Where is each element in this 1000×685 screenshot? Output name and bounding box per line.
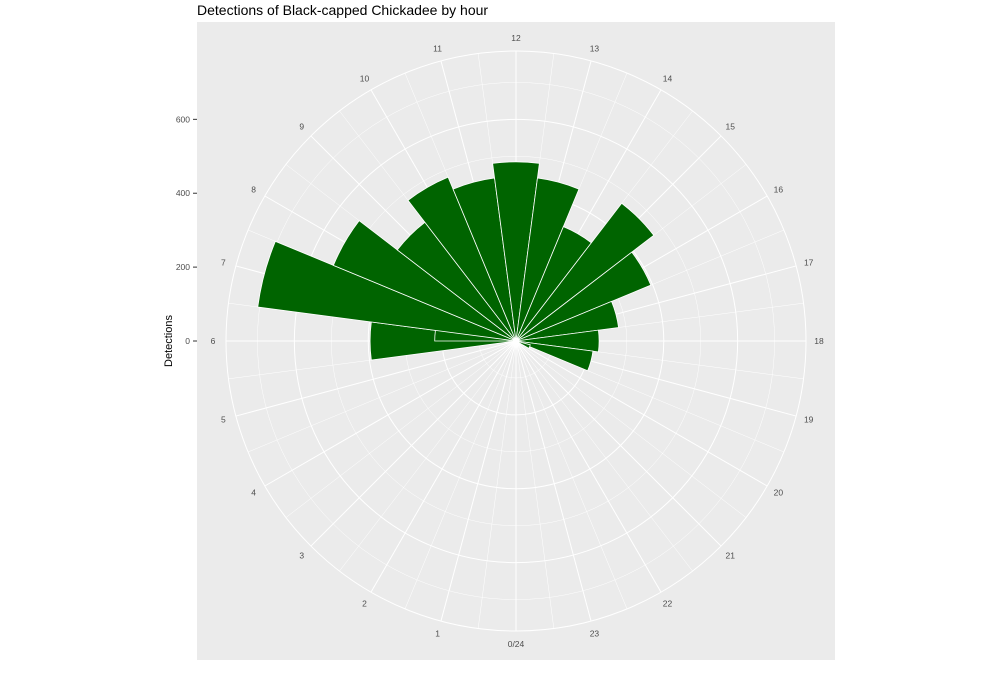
major-radial-gridline — [310, 340, 517, 547]
hour-label: 2 — [362, 598, 367, 608]
major-radial-gridline — [515, 340, 722, 547]
hour-label: 4 — [251, 488, 256, 498]
hour-label: 14 — [663, 74, 673, 84]
hour-label: 3 — [299, 550, 304, 560]
hour-label: 9 — [299, 122, 304, 132]
y-axis: 0 200 400 600 — [176, 114, 197, 346]
bar-wedge — [515, 340, 531, 349]
bar-layer — [257, 161, 655, 372]
bar-wedge — [257, 240, 517, 342]
y-tick-label: 400 — [176, 188, 190, 198]
hour-label: 7 — [221, 258, 226, 268]
hour-label: 15 — [726, 122, 736, 132]
bar-wedge — [515, 202, 655, 342]
bar-wedge — [515, 177, 580, 342]
major-radial-gridline — [515, 340, 662, 593]
bar-wedge — [332, 220, 517, 342]
minor-radial-gridline — [515, 340, 628, 610]
outer-circle-gridline — [225, 50, 807, 632]
hour-label: 10 — [360, 74, 370, 84]
hour-label: 11 — [433, 43, 442, 53]
major-radial-gridline — [264, 340, 517, 487]
major-radial-gridline — [515, 340, 768, 487]
major-radial-gridline — [515, 340, 592, 622]
major-radial-gridline — [440, 340, 517, 622]
minor-circle-gridline — [257, 82, 775, 600]
y-tick-label: 600 — [176, 114, 190, 124]
minor-radial-gridline — [339, 340, 517, 572]
minor-radial-gridline — [404, 340, 517, 610]
bar-wedge — [515, 300, 620, 342]
hour-label: 16 — [774, 185, 784, 195]
bar-wedge — [492, 161, 540, 342]
minor-radial-gridline — [515, 340, 555, 629]
hour-label: 20 — [774, 488, 784, 498]
minor-radial-gridline — [247, 340, 517, 453]
major-circle-gridline — [293, 118, 739, 564]
y-axis-title: Detections — [163, 315, 175, 367]
hour-label: 0/24 — [508, 639, 525, 649]
chart-title: Detections of Black-capped Chickadee by … — [197, 2, 489, 18]
minor-radial-gridline — [477, 340, 517, 629]
hour-label: 5 — [221, 414, 226, 424]
hour-label: 8 — [251, 185, 256, 195]
angle-label-layer: 0/24123456789101112131415161718192021222… — [211, 33, 824, 649]
bar-wedge — [515, 329, 600, 353]
major-radial-gridline — [370, 340, 517, 593]
hour-label: 21 — [726, 550, 736, 560]
hour-label: 22 — [663, 598, 673, 608]
hour-label: 1 — [435, 629, 440, 639]
minor-circle-gridline — [331, 156, 701, 526]
bar-wedge — [407, 176, 517, 342]
bar-wedge — [515, 340, 594, 372]
hour-label: 18 — [814, 336, 824, 346]
bar-wedge — [515, 251, 652, 342]
hour-label: 12 — [511, 33, 521, 43]
minor-radial-gridline — [285, 340, 517, 518]
y-tick-label: 200 — [176, 262, 190, 272]
hour-label: 23 — [590, 629, 600, 639]
hour-label: 19 — [804, 414, 814, 424]
major-radial-gridline — [235, 340, 517, 417]
minor-radial-gridline — [515, 340, 693, 572]
hour-label: 17 — [804, 258, 814, 268]
hour-label: 6 — [211, 336, 216, 346]
y-tick-label: 0 — [185, 336, 190, 346]
hour-label: 13 — [590, 43, 600, 53]
minor-radial-gridline — [515, 340, 747, 518]
